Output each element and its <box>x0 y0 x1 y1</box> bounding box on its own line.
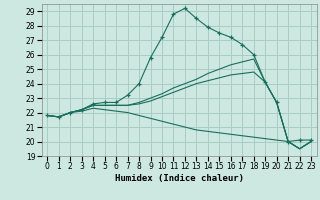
X-axis label: Humidex (Indice chaleur): Humidex (Indice chaleur) <box>115 174 244 183</box>
